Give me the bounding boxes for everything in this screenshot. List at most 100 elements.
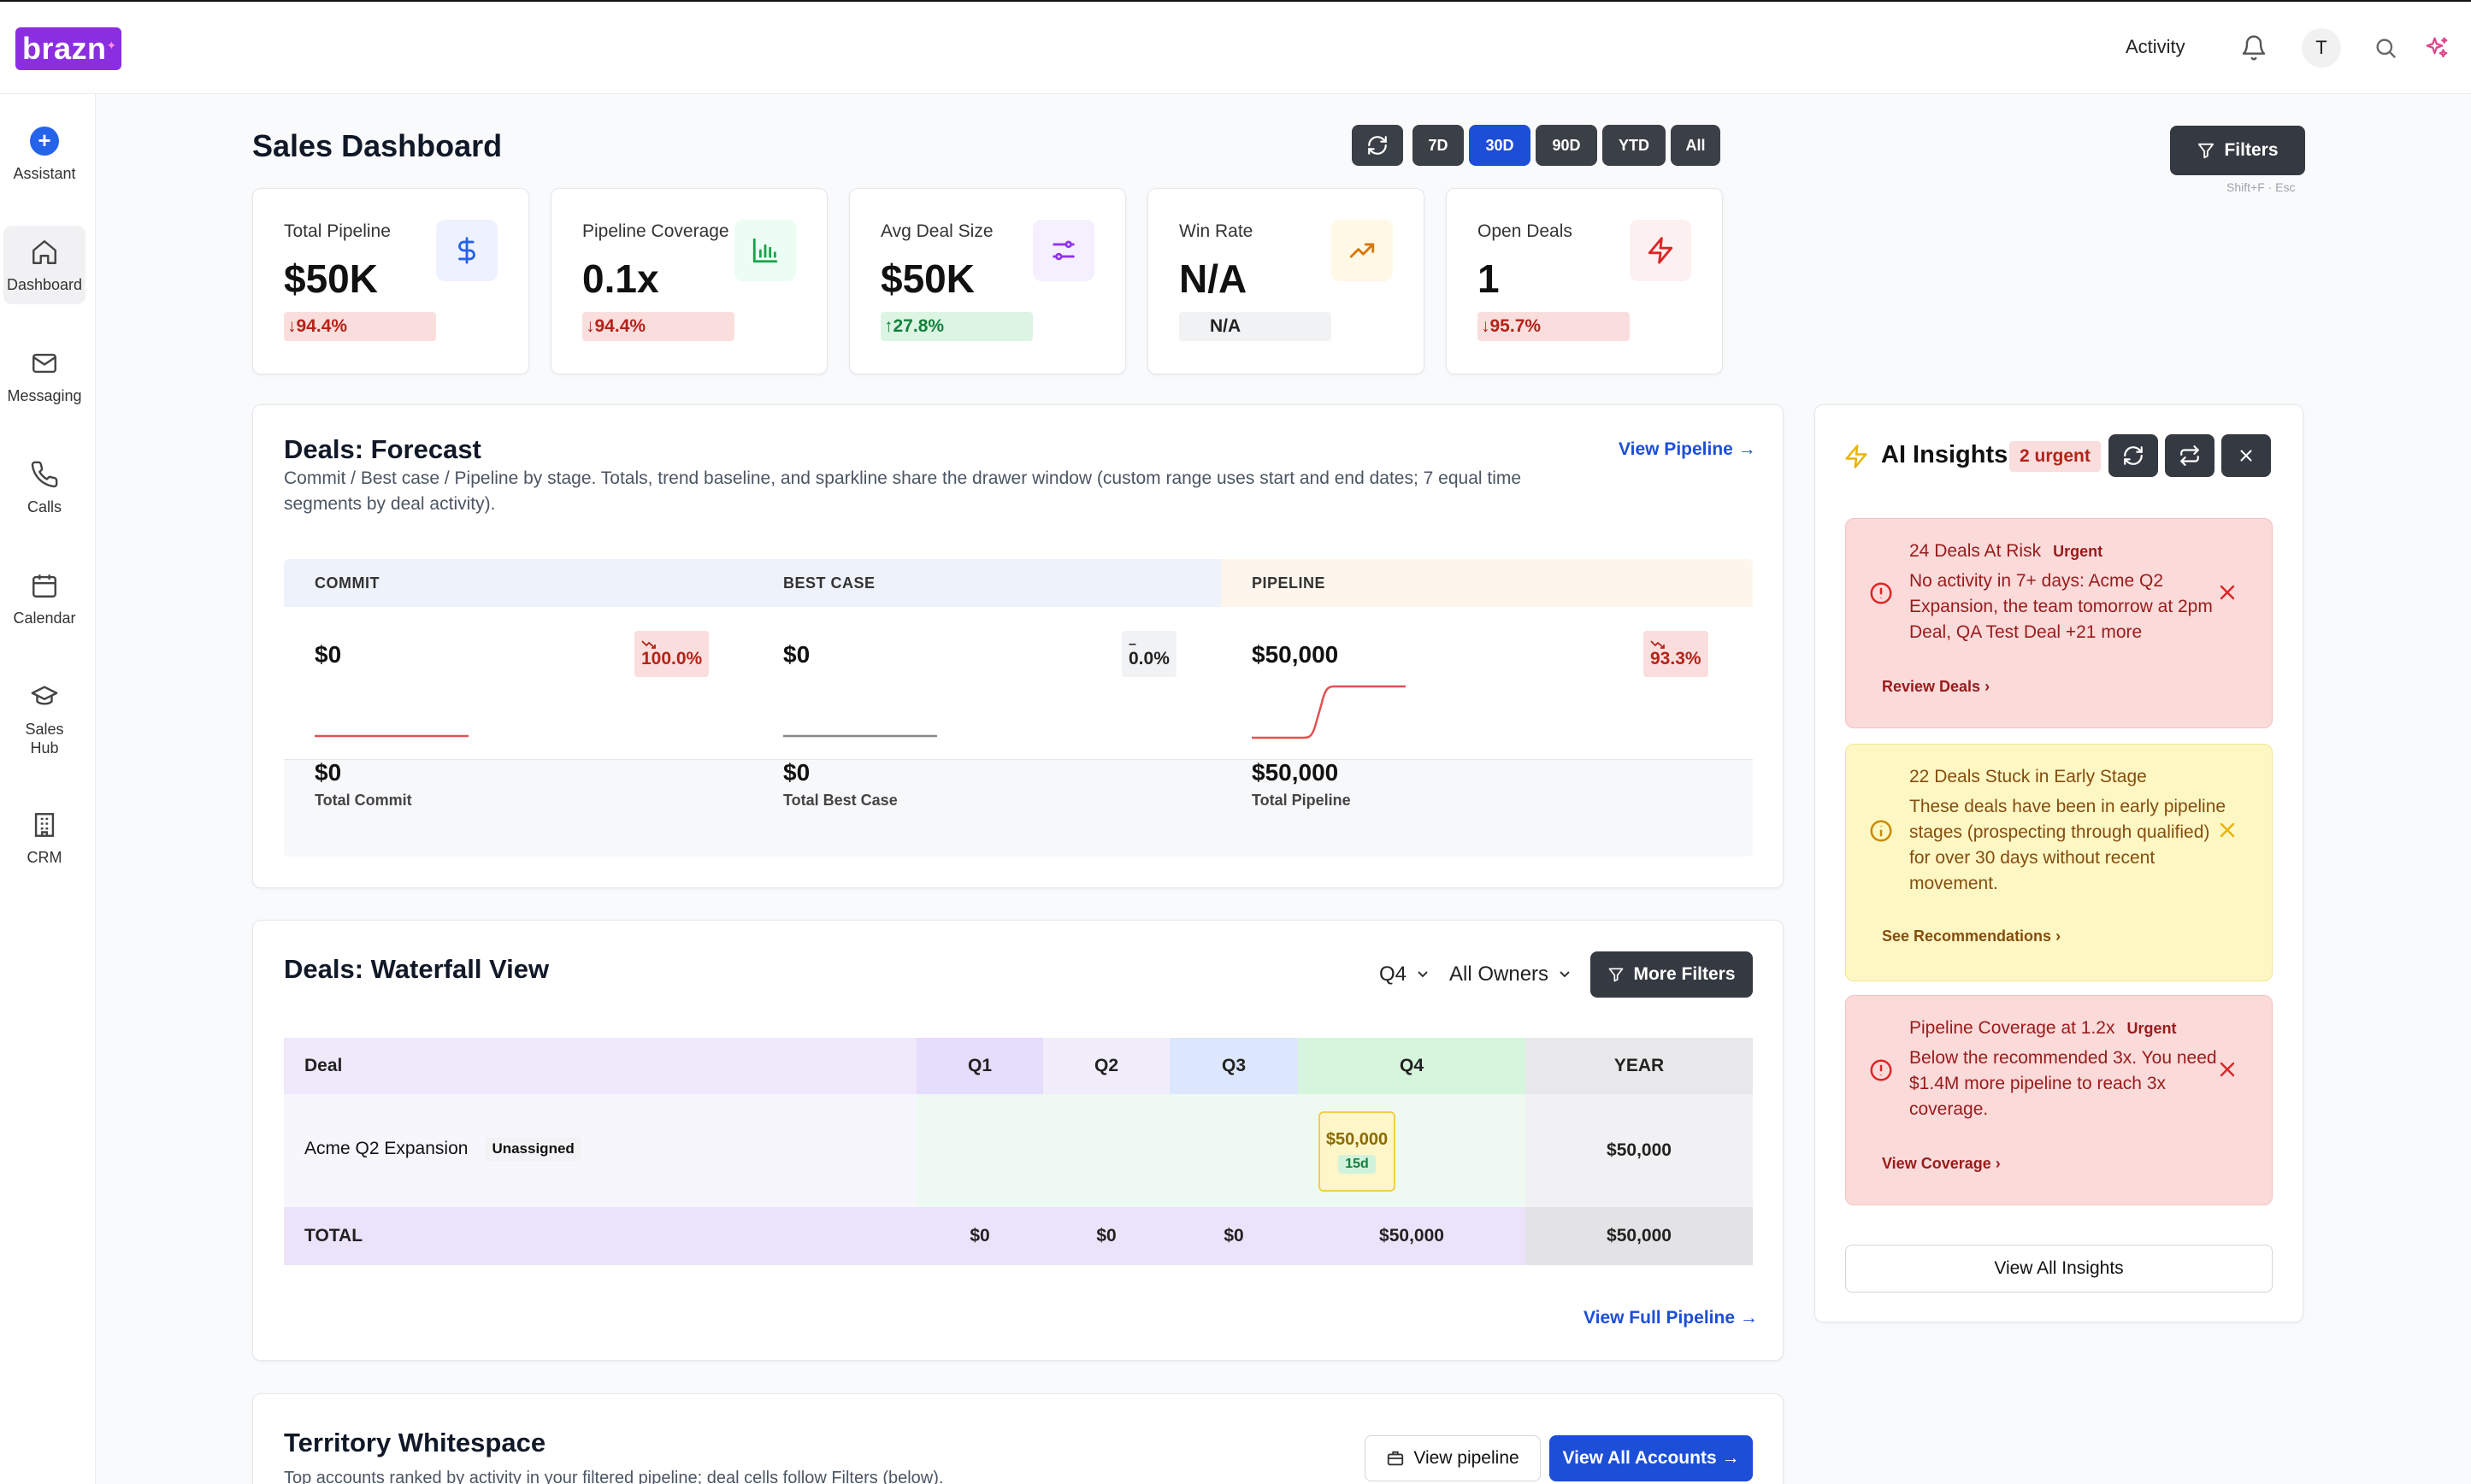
view-all-insights-button[interactable]: View All Insights <box>1845 1245 2273 1293</box>
sidebar-item-sales-hub[interactable]: Sales Hub <box>3 670 86 766</box>
range-ytd-button[interactable]: YTD <box>1602 125 1666 166</box>
building-icon <box>34 813 55 837</box>
zap-icon <box>1845 445 1867 468</box>
kpi-title: Pipeline Coverage <box>582 221 729 241</box>
sidebar <box>0 94 96 1484</box>
kpi-title: Avg Deal Size <box>881 221 994 241</box>
urgent-tag: Urgent <box>2126 1020 2177 1037</box>
more-filters-button[interactable]: More Filters <box>1590 951 1753 998</box>
close-icon[interactable] <box>2217 1059 2238 1080</box>
q4-deal-chip[interactable]: $50,000 15d <box>1318 1111 1395 1192</box>
sidebar-item-dashboard[interactable]: Dashboard <box>3 226 86 304</box>
kpi-change-badge: ↓94.4% <box>284 312 436 341</box>
brand-name: brazn <box>22 31 107 66</box>
range-all-button[interactable]: All <box>1671 125 1720 166</box>
range-90d-button[interactable]: 90D <box>1536 125 1597 166</box>
column-header-deal: Deal <box>284 1038 917 1094</box>
insight-card-stuck-early-stage[interactable]: 22 Deals Stuck in Early Stage These deal… <box>1845 744 2273 981</box>
filters-button[interactable]: Filters <box>2170 126 2305 175</box>
activity-link[interactable]: Activity <box>2126 36 2185 57</box>
close-insights-button[interactable] <box>2221 434 2271 477</box>
kpi-change-badge: ↓95.7% <box>1477 312 1630 341</box>
q4-deal-days: 15d <box>1338 1154 1376 1174</box>
owner-select[interactable]: All Owners <box>1449 963 1571 986</box>
sliders-icon <box>1033 220 1094 281</box>
kpi-card-total-pipeline[interactable]: Total Pipeline $50K ↓94.4% <box>252 188 529 374</box>
deal-name[interactable]: Acme Q2 Expansion <box>304 1139 469 1158</box>
deal-cell: Acme Q2 Expansion Unassigned <box>304 1137 581 1161</box>
commit-sparkline <box>315 734 469 738</box>
range-7d-button[interactable]: 7D <box>1412 125 1464 166</box>
insight-title: Pipeline Coverage at 1.2x <box>1909 1018 2115 1038</box>
review-deals-link[interactable]: Review Deals › <box>1882 678 1990 695</box>
kpi-title: Total Pipeline <box>284 221 391 241</box>
refresh-insights-button[interactable] <box>2108 434 2158 477</box>
top-bar <box>0 0 2471 94</box>
quarter-select-value: Q4 <box>1379 963 1407 986</box>
sidebar-item-assistant[interactable]: + Assistant <box>3 115 86 195</box>
range-30d-button[interactable]: 30D <box>1469 125 1530 166</box>
forecast-grid: COMMIT BEST CASE PIPELINE $0 100.0% $0 –… <box>284 559 1753 857</box>
total-commit-label: Total Commit <box>315 792 412 809</box>
sidebar-item-crm[interactable]: CRM <box>3 798 86 877</box>
kpi-card-win-rate[interactable]: Win Rate N/A N/A <box>1147 188 1424 374</box>
sidebar-item-calendar[interactable]: Calendar <box>3 559 86 638</box>
commit-change-badge: 100.0% <box>634 631 710 677</box>
user-avatar[interactable]: T <box>2302 28 2341 68</box>
kpi-card-pipeline-coverage[interactable]: Pipeline Coverage 0.1x ↓94.4% <box>551 188 828 374</box>
filter-icon <box>2198 143 2214 159</box>
sidebar-item-calls[interactable]: Calls <box>3 448 86 527</box>
quarter-select[interactable]: Q4 <box>1379 963 1429 986</box>
sidebar-item-messaging[interactable]: Messaging <box>3 337 86 415</box>
kpi-change-badge: ↑27.8% <box>881 312 1033 341</box>
best-case-sparkline <box>783 734 937 738</box>
total-label: TOTAL <box>284 1207 917 1265</box>
sidebar-item-label: Calls <box>27 498 62 515</box>
urgent-count-badge: 2 urgent <box>2009 441 2101 472</box>
kpi-title: Win Rate <box>1179 221 1253 241</box>
total-year: $50,000 <box>1525 1207 1753 1265</box>
view-pipeline-link[interactable]: View Pipeline → <box>1619 439 1756 459</box>
refresh-icon <box>2124 446 2143 465</box>
total-q3: $0 <box>1170 1207 1298 1265</box>
view-full-pipeline-link[interactable]: View Full Pipeline → <box>1583 1308 1758 1328</box>
refresh-button[interactable] <box>1352 125 1403 166</box>
total-q1: $0 <box>917 1207 1043 1265</box>
sidebar-item-label: Messaging <box>7 387 82 404</box>
phone-icon <box>31 461 58 488</box>
view-all-accounts-button[interactable]: View All Accounts → <box>1549 1435 1753 1481</box>
commit-change-value: 100.0% <box>641 649 703 668</box>
sync-insights-button[interactable] <box>2165 434 2214 477</box>
close-icon[interactable] <box>2217 582 2238 603</box>
close-icon[interactable] <box>2217 820 2238 840</box>
kpi-card-avg-deal-size[interactable]: Avg Deal Size $50K ↑27.8% <box>849 188 1126 374</box>
see-recommendations-link[interactable]: See Recommendations › <box>1882 928 2061 945</box>
home-icon <box>32 240 56 264</box>
owner-select-value: All Owners <box>1449 963 1549 986</box>
pipeline-change-badge: 93.3% <box>1643 631 1708 677</box>
search-icon[interactable] <box>2368 31 2403 65</box>
total-commit: $0 Total Commit <box>315 759 412 810</box>
trending-up-icon <box>1331 220 1393 281</box>
kpi-card-open-deals[interactable]: Open Deals 1 ↓95.7% <box>1446 188 1723 374</box>
sidebar-item-label: CRM <box>27 849 62 866</box>
insight-card-pipeline-coverage[interactable]: Pipeline Coverage at 1.2x Urgent Below th… <box>1845 995 2273 1205</box>
total-pipeline-value: $50,000 <box>1252 759 1339 786</box>
total-commit-value: $0 <box>315 759 342 786</box>
sidebar-item-label: Calendar <box>13 610 76 627</box>
sparkles-icon[interactable] <box>2420 31 2454 65</box>
repeat-icon <box>2180 445 2199 466</box>
alert-circle-icon <box>1870 1059 1892 1081</box>
insight-action-label: Review Deals <box>1882 678 1981 695</box>
trending-down-icon <box>1650 640 1665 649</box>
brand-logo[interactable]: brazn✦ <box>15 27 121 70</box>
best-case-change-badge: – 0.0% <box>1122 631 1177 677</box>
bell-icon[interactable] <box>2237 31 2271 65</box>
table-row[interactable] <box>284 1094 917 1207</box>
total-q4: $50,000 <box>1298 1207 1525 1265</box>
insight-title: 24 Deals At Risk <box>1909 541 2042 561</box>
insight-card-deals-at-risk[interactable]: 24 Deals At Risk Urgent No activity in 7+… <box>1845 518 2273 728</box>
view-coverage-link[interactable]: View Coverage › <box>1882 1155 2001 1172</box>
view-pipeline-button[interactable]: View pipeline <box>1365 1435 1541 1481</box>
kpi-value: 1 <box>1477 256 1500 301</box>
